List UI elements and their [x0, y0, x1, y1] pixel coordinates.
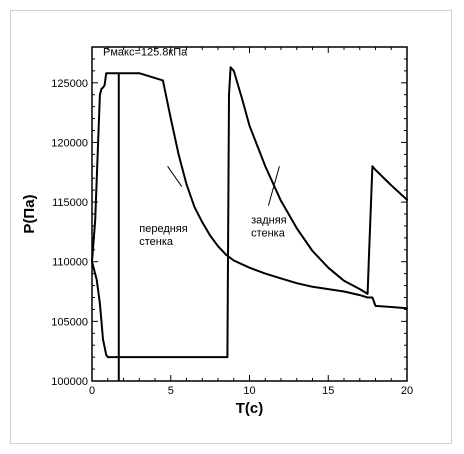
x-tick-label: 10 [243, 385, 255, 397]
figure-frame [10, 10, 452, 444]
front-wall-label: передняя стенка [139, 223, 188, 248]
y-tick-label: 100000 [51, 376, 88, 388]
back-wall-pointer [267, 166, 280, 206]
pmax-label: Pмакс=125.8кПа [103, 46, 188, 58]
y-tick-labels: 100000 105000 110000 115000 120000 125000 [51, 78, 88, 388]
y-tick-label: 115000 [52, 197, 88, 209]
axis-ticks [91, 46, 408, 382]
x-tick-label: 0 [89, 385, 95, 397]
x-tick-labels: 0 5 10 15 20 [89, 385, 413, 397]
back-wall-label: задняя стенка [251, 215, 287, 240]
x-tick-label: 5 [168, 385, 174, 397]
y-tick-label: 105000 [51, 316, 88, 328]
data-series [91, 66, 408, 359]
front-wall-pointer [167, 165, 183, 187]
y-tick-label: 125000 [51, 78, 88, 90]
y-tick-label: 110000 [52, 257, 88, 269]
series-line-front-wall [91, 72, 408, 310]
plot-area-border [91, 46, 408, 382]
series-line-back-wall [91, 66, 408, 359]
x-tick-label: 15 [322, 385, 334, 397]
y-axis-title: P(Па) [21, 194, 38, 233]
x-axis-title: T(c) [236, 400, 264, 417]
y-tick-label: 120000 [51, 137, 88, 149]
series-annotations: передняя стенка задняя стенка [139, 165, 287, 248]
x-tick-label: 20 [401, 385, 413, 397]
